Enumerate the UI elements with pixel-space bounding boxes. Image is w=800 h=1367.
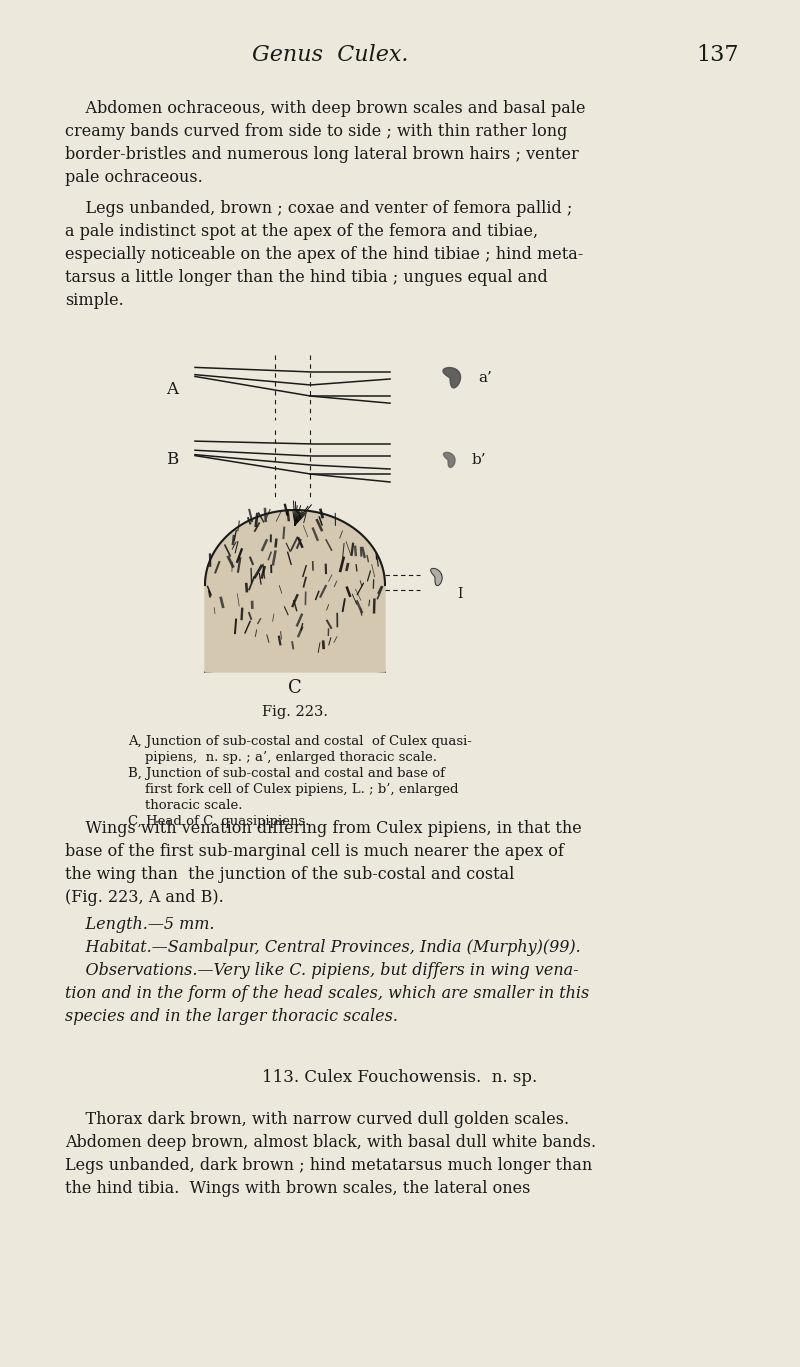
Text: tion and in the form of the head scales, which are smaller in this: tion and in the form of the head scales,… [65, 986, 590, 1002]
Text: a pale indistinct spot at the apex of the femora and tibiae,: a pale indistinct spot at the apex of th… [65, 223, 538, 241]
Text: A, Junction of sub-costal and costal  of Culex quasi-: A, Junction of sub-costal and costal of … [128, 735, 472, 748]
Text: C: C [288, 679, 302, 697]
Polygon shape [443, 368, 461, 388]
Text: b’: b’ [472, 452, 486, 468]
Text: pipiens,  n. sp. ; a’, enlarged thoracic scale.: pipiens, n. sp. ; a’, enlarged thoracic … [128, 750, 437, 764]
Text: a’: a’ [478, 370, 492, 385]
Text: first fork cell of Culex pipiens, L. ; b’, enlarged: first fork cell of Culex pipiens, L. ; b… [128, 783, 458, 796]
Text: tarsus a little longer than the hind tibia ; ungues equal and: tarsus a little longer than the hind tib… [65, 269, 548, 286]
Text: Fig. 223.: Fig. 223. [262, 705, 328, 719]
Text: Legs unbanded, brown ; coxae and venter of femora pallid ;: Legs unbanded, brown ; coxae and venter … [65, 200, 572, 217]
Text: 113. Culex Fouchowensis.  n. sp.: 113. Culex Fouchowensis. n. sp. [262, 1069, 538, 1085]
Text: Length.—5 mm.: Length.—5 mm. [65, 916, 214, 934]
Text: the wing than  the junction of the sub-costal and costal: the wing than the junction of the sub-co… [65, 867, 514, 883]
Text: pale ochraceous.: pale ochraceous. [65, 170, 202, 186]
Text: creamy bands curved from side to side ; with thin rather long: creamy bands curved from side to side ; … [65, 123, 567, 139]
Text: especially noticeable on the apex of the hind tibiae ; hind meta-: especially noticeable on the apex of the… [65, 246, 583, 262]
Polygon shape [205, 510, 385, 673]
Text: B, Junction of sub-costal and costal and base of: B, Junction of sub-costal and costal and… [128, 767, 445, 781]
Text: Observations.—Very like C. pipiens, but differs in wing vena-: Observations.—Very like C. pipiens, but … [65, 962, 578, 979]
Text: the hind tibia.  Wings with brown scales, the lateral ones: the hind tibia. Wings with brown scales,… [65, 1180, 530, 1197]
Text: species and in the larger thoracic scales.: species and in the larger thoracic scale… [65, 1007, 398, 1025]
Text: A: A [166, 381, 178, 399]
Polygon shape [443, 452, 455, 468]
Text: Wings with venation differing from Culex pipiens, in that the: Wings with venation differing from Culex… [65, 820, 582, 837]
Text: B: B [166, 451, 178, 469]
Polygon shape [430, 569, 442, 585]
Text: border-bristles and numerous long lateral brown hairs ; venter: border-bristles and numerous long latera… [65, 146, 578, 163]
Text: Legs unbanded, dark brown ; hind metatarsus much longer than: Legs unbanded, dark brown ; hind metatar… [65, 1156, 592, 1174]
Text: C, Head of C. quasipipiens.: C, Head of C. quasipipiens. [128, 815, 310, 828]
Text: Genus  Culex.: Genus Culex. [252, 44, 408, 66]
Text: base of the first sub-marginal cell is much nearer the apex of: base of the first sub-marginal cell is m… [65, 843, 564, 860]
Text: Thorax dark brown, with narrow curved dull golden scales.: Thorax dark brown, with narrow curved du… [65, 1111, 569, 1128]
Text: Abdomen deep brown, almost black, with basal dull white bands.: Abdomen deep brown, almost black, with b… [65, 1135, 596, 1151]
Text: I: I [458, 586, 462, 601]
Text: simple.: simple. [65, 293, 124, 309]
Text: 137: 137 [697, 44, 739, 66]
Text: (Fig. 223, A and B).: (Fig. 223, A and B). [65, 889, 224, 906]
Text: Abdomen ochraceous, with deep brown scales and basal pale: Abdomen ochraceous, with deep brown scal… [65, 100, 586, 118]
Text: Habitat.—Sambalpur, Central Provinces, India (Murphy)(99).: Habitat.—Sambalpur, Central Provinces, I… [65, 939, 581, 956]
Text: thoracic scale.: thoracic scale. [128, 798, 242, 812]
